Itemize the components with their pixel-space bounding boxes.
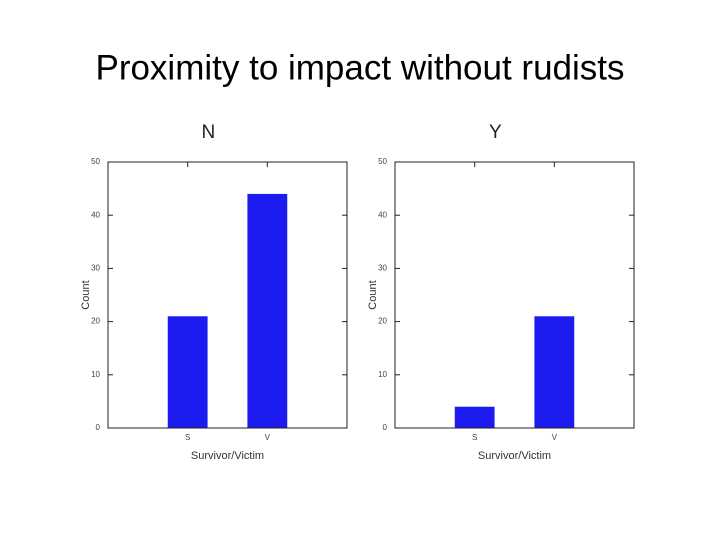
y-tick-label: 20 (91, 317, 100, 326)
y-tick-label: 40 (91, 210, 100, 219)
y-tick-label: 10 (378, 370, 387, 379)
x-axis-label: Survivor/Victim (191, 450, 264, 462)
chart-title: Y (489, 122, 502, 143)
x-tick-label: S (185, 433, 190, 442)
y-tick-label: 40 (378, 210, 387, 219)
bar (167, 316, 208, 428)
x-tick-label: V (265, 433, 271, 442)
bar (534, 316, 575, 428)
y-tick-label: 0 (96, 423, 101, 432)
y-tick-label: 10 (91, 370, 100, 379)
y-tick-label: 50 (91, 157, 100, 166)
x-tick-label: S (472, 433, 477, 442)
bar (247, 193, 288, 428)
slide-title: Proximity to impact without rudists (95, 48, 624, 87)
bar (454, 406, 495, 428)
y-tick-label: 20 (378, 317, 387, 326)
y-axis-label: Count (367, 280, 379, 309)
axes-frame (107, 161, 348, 429)
y-axis-label: Count (80, 280, 92, 309)
chart-title: N (202, 122, 216, 143)
x-tick-label: V (552, 433, 558, 442)
y-tick-label: 0 (383, 423, 388, 432)
y-tick-label: 30 (91, 264, 100, 273)
axes-frame (394, 161, 635, 429)
x-axis-label: Survivor/Victim (478, 450, 551, 462)
y-tick-label: 50 (378, 157, 387, 166)
y-tick-label: 30 (378, 264, 387, 273)
